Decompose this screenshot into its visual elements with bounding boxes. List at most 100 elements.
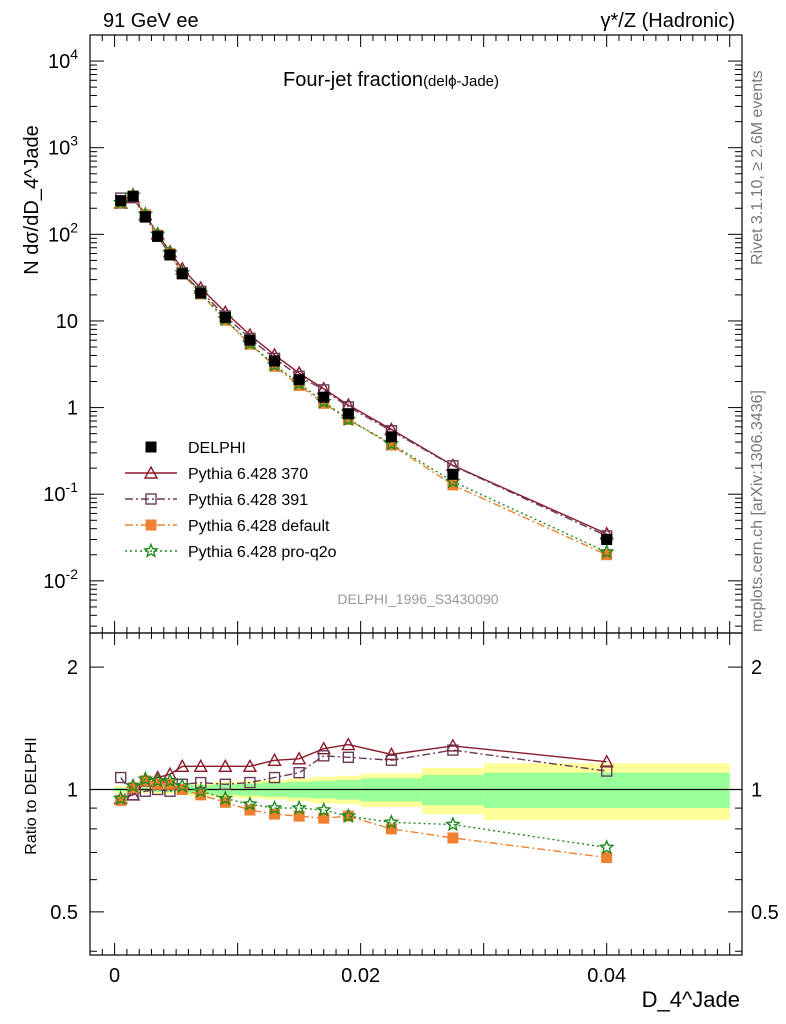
data-marker: [244, 804, 256, 816]
mcplots-label: mcplots.cern.ch [arXiv:1306.3436]: [749, 390, 766, 632]
y-tick-label: 10-2: [43, 566, 78, 593]
data-marker: [291, 751, 307, 765]
ratio-series-line: [120, 778, 607, 849]
data-marker: [444, 816, 461, 832]
data-marker: [385, 431, 397, 443]
data-marker: [291, 799, 308, 815]
legend-entry-label: Pythia 6.428 default: [188, 518, 330, 535]
data-marker: [176, 268, 188, 280]
data-marker: [269, 808, 281, 820]
data-marker: [293, 374, 305, 386]
data-marker: [600, 765, 613, 777]
data-marker: [143, 465, 159, 479]
data-marker: [145, 441, 157, 453]
chart-title-main: Four-jet fraction: [283, 69, 423, 91]
data-marker: [152, 230, 164, 242]
legend: DELPHI Pythia 6.428 370 Pythia 6.428 391 Py…: [125, 440, 337, 561]
data-marker: [266, 799, 283, 815]
data-marker: [384, 746, 399, 761]
data-marker: [174, 777, 191, 793]
x-tick-label: 0.04: [587, 965, 626, 987]
data-marker: [145, 493, 157, 505]
data-marker: [598, 543, 615, 559]
data-marker: [342, 408, 354, 420]
ratio-y-tick-label: 0.5: [50, 902, 78, 924]
ratio-uncertainty-bands: [90, 763, 742, 821]
data-marker: [175, 758, 190, 773]
data-marker: [267, 752, 282, 766]
data-marker: [193, 758, 208, 773]
data-marker: [162, 772, 178, 788]
data-marker: [268, 771, 281, 784]
data-marker: [316, 741, 331, 755]
header-right: γ*/Z (Hadronic): [601, 10, 735, 32]
y-tick-label: 10: [56, 311, 78, 333]
ratio-series-line: [120, 780, 607, 859]
ratio-y-tick-label-right: 1: [751, 779, 762, 801]
data-marker: [217, 790, 234, 806]
data-marker: [112, 790, 129, 806]
band-inner: [422, 775, 484, 806]
data-marker: [447, 468, 459, 480]
data-marker: [318, 391, 330, 403]
data-marker: [192, 782, 209, 798]
data-marker: [599, 754, 614, 768]
data-marker: [195, 287, 207, 299]
data-marker: [447, 744, 459, 756]
data-marker: [127, 190, 139, 202]
data-marker: [601, 852, 613, 864]
data-marker: [115, 195, 127, 207]
data-marker: [149, 772, 166, 788]
data-marker: [385, 823, 397, 835]
ratio-y-tick-label-right: 2: [751, 657, 762, 679]
data-marker: [139, 775, 151, 787]
data-marker: [139, 211, 151, 223]
data-marker: [219, 778, 232, 790]
data-marker: [293, 766, 305, 779]
band-inner: [483, 772, 730, 809]
legend-entry-label: DELPHI: [188, 440, 246, 457]
chart-title: Four-jet fraction(delϕ-Jade): [283, 69, 499, 91]
data-marker: [447, 832, 459, 844]
y-tick-label: 1: [67, 398, 78, 420]
rivet-label: Rivet 3.1.10, ≥ 2.6M events: [749, 70, 766, 265]
data-marker: [195, 776, 207, 789]
data-marker: [244, 334, 256, 346]
y-tick-label: 102: [48, 219, 78, 246]
data-marker: [315, 801, 332, 817]
legend-entry-label: Pythia 6.428 pro-q2o: [188, 544, 337, 561]
header-left: 91 GeV ee: [103, 10, 199, 32]
data-marker: [115, 794, 127, 806]
data-marker: [342, 751, 355, 763]
y-tick-label: 103: [48, 133, 78, 160]
ratio-frame: [89, 632, 743, 956]
data-marker: [598, 839, 615, 855]
data-marker: [341, 737, 356, 751]
series-line: [120, 194, 607, 556]
data-marker: [242, 795, 258, 811]
ratio-y-tick-label: 2: [67, 657, 78, 679]
chart-title-sub: (delϕ-Jade): [423, 73, 499, 90]
ratio-y-tick-label: 1: [67, 779, 78, 801]
data-marker: [269, 355, 281, 367]
data-marker: [601, 534, 613, 546]
data-marker: [145, 519, 157, 531]
y-tick-label: 104: [48, 46, 78, 73]
data-marker: [385, 754, 398, 766]
x-tick-label: 0.02: [341, 965, 380, 987]
data-marker: [340, 807, 357, 823]
data-marker: [218, 758, 233, 773]
legend-entry-label: Pythia 6.428 370: [188, 466, 308, 483]
data-marker: [125, 777, 141, 793]
data-marker: [383, 814, 400, 830]
x-tick-label: 0: [109, 965, 120, 987]
data-marker: [137, 770, 154, 786]
data-marker: [164, 249, 176, 261]
y-tick-label: 10-1: [43, 479, 78, 506]
plot-frames: 0 0.02 0.04 10-2 10-1 1 10 102 103 104 0.5 0.5 1 1 2 2: [43, 34, 779, 987]
ratio-plot-layer: [112, 737, 615, 864]
x-axis-label: D_4^Jade: [642, 987, 740, 1012]
main-plot-layer: [112, 186, 615, 561]
data-marker: [219, 311, 231, 323]
data-marker: [242, 758, 258, 773]
